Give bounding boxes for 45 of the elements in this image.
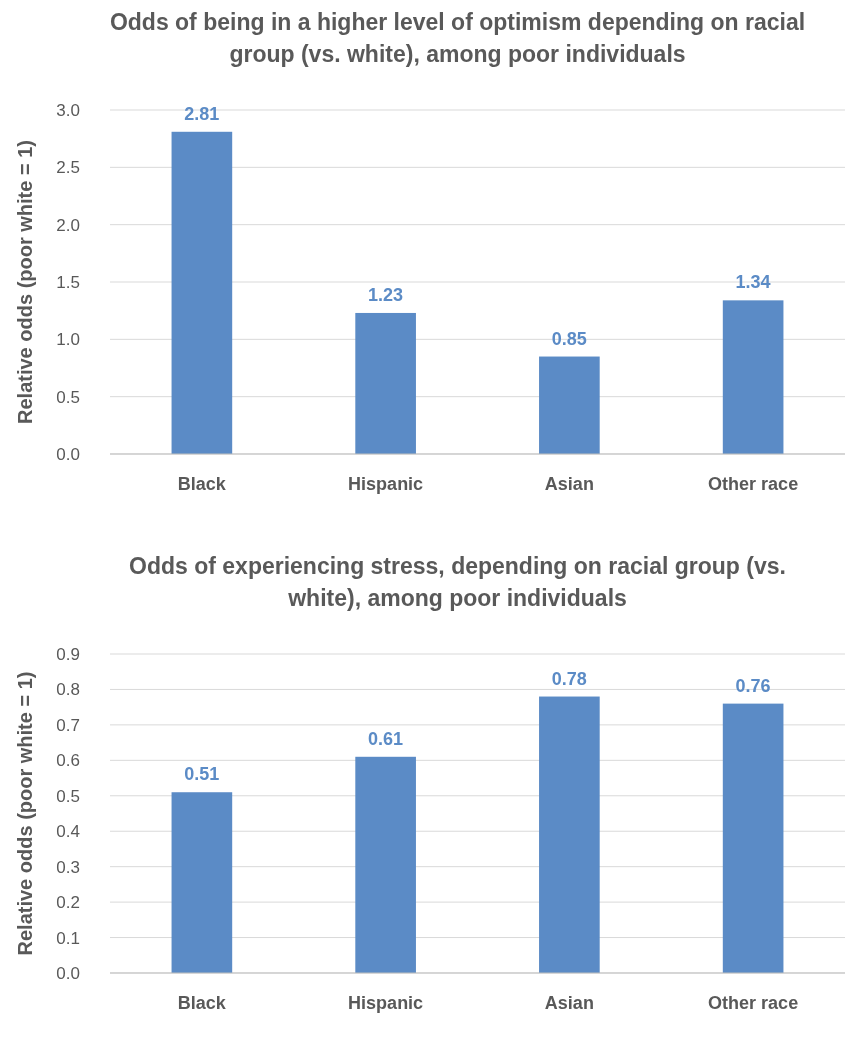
y-tick-label: 2.0 [56, 215, 80, 235]
y-tick-label: 0.1 [56, 928, 80, 948]
x-tick-label: Hispanic [348, 993, 424, 1013]
bar [355, 312, 416, 454]
data-label: 2.81 [184, 103, 220, 124]
data-label: 1.23 [368, 284, 404, 305]
chart-title: Odds of experiencing stress, depending on racial group (vs. white), among poor individuals [129, 553, 786, 611]
data-label: 0.85 [551, 328, 587, 349]
bar [722, 703, 784, 973]
y-tick-label: 0.2 [56, 893, 80, 913]
y-axis-title: Relative odds (poor white = 1) [14, 671, 36, 956]
y-tick-label: 0.5 [56, 786, 80, 806]
data-label: 0.78 [551, 668, 587, 689]
y-tick-label: 0.3 [56, 857, 80, 877]
y-tick-label: 2.5 [56, 158, 80, 178]
y-tick-label: 1.0 [56, 330, 80, 350]
bar [722, 300, 784, 454]
y-tick-label: 0.5 [56, 387, 80, 407]
y-tick-label: 0.8 [56, 680, 80, 700]
data-label: 0.76 [735, 675, 771, 696]
y-tick-label: 3.0 [56, 100, 80, 120]
y-tick-label: 0.7 [56, 715, 80, 735]
x-tick-label: Asian [544, 474, 594, 494]
bar [171, 792, 233, 973]
data-label: 0.61 [368, 728, 404, 749]
x-tick-label: Asian [544, 993, 594, 1013]
y-tick-label: 1.5 [56, 272, 80, 292]
y-axis-title: Relative odds (poor white = 1) [14, 140, 36, 424]
bar [355, 756, 416, 973]
y-tick-label: 0.4 [56, 822, 80, 842]
x-tick-label: Other race [708, 474, 799, 494]
data-label: 0.51 [184, 764, 220, 785]
bar [539, 356, 600, 454]
x-tick-label: Other race [708, 993, 799, 1013]
x-tick-label: Black [177, 474, 227, 494]
y-tick-label: 0.9 [56, 644, 80, 664]
x-tick-label: Black [177, 993, 227, 1013]
y-tick-label: 0.0 [56, 444, 80, 464]
chart-title: Odds of being in a higher level of optimism depending on racial group (vs. white), among poor individuals [109, 9, 806, 67]
bar [539, 696, 600, 973]
bar [171, 131, 233, 454]
y-tick-label: 0.0 [56, 963, 80, 983]
data-label: 1.34 [735, 272, 771, 293]
x-tick-label: Hispanic [348, 474, 424, 494]
y-tick-label: 0.6 [56, 751, 80, 771]
